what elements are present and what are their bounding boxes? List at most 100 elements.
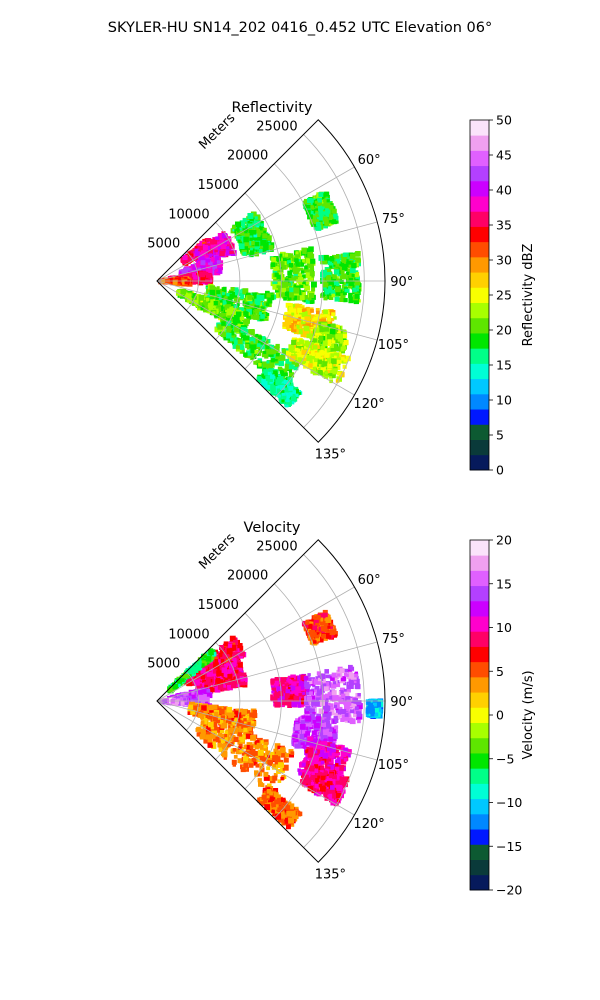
radar-gate [184, 281, 188, 285]
radar-gate [272, 270, 278, 275]
radar-gate [330, 353, 334, 357]
radar-gate [326, 315, 331, 320]
radar-gate [251, 343, 258, 350]
radar-gate [305, 307, 311, 313]
radar-gate [281, 399, 285, 403]
radar-gate [194, 256, 198, 260]
radar-gate [235, 320, 241, 325]
radar-gate [223, 684, 230, 691]
radar-gate [310, 258, 316, 264]
radar-gate [226, 301, 232, 307]
colorbar-segment [470, 302, 489, 319]
radar-gate [325, 275, 332, 281]
radar-gate [226, 662, 230, 666]
radar-gate [291, 312, 295, 316]
radar-gate [249, 250, 255, 255]
radar-gate [323, 223, 328, 229]
radar-gate [301, 349, 307, 355]
radar-gate [311, 323, 317, 329]
radar-gate [294, 276, 300, 282]
colorbar-segment [470, 363, 489, 380]
radar-gate [231, 642, 236, 647]
radar-gate [334, 296, 340, 302]
radar-gate [276, 377, 283, 383]
radar-gate [260, 239, 267, 246]
radar-gate [217, 262, 222, 268]
radar-gate [322, 199, 326, 203]
radar-gate [254, 245, 260, 250]
radar-gate [300, 331, 307, 337]
radar-gate [249, 237, 253, 241]
radar-gate [338, 343, 343, 347]
radar-gate [216, 654, 221, 659]
radar-gate [339, 279, 344, 284]
radar-gate [236, 302, 240, 306]
radar-gate [231, 680, 236, 685]
radar-gate [331, 333, 336, 338]
radar-gate [219, 240, 225, 246]
radar-gate [325, 330, 330, 336]
radar-gate [319, 336, 324, 341]
radar-gate [243, 311, 248, 316]
radar-gate [231, 682, 237, 689]
radar-gate [344, 282, 348, 287]
radar-gate [340, 263, 344, 267]
radar-gate [333, 269, 340, 275]
radar-gate [284, 291, 290, 297]
radar-gate [214, 686, 221, 693]
radar-gate [355, 276, 360, 282]
radar-gate [348, 298, 354, 304]
radar-gate [284, 387, 290, 393]
radar-gate [298, 262, 303, 267]
radar-gate [235, 679, 241, 685]
radar-gate [226, 312, 232, 318]
colorbar-segment [470, 120, 489, 136]
radar-gate [297, 357, 302, 362]
radar-gate [245, 343, 250, 349]
radar-gate [288, 369, 293, 373]
radar-gate [199, 271, 206, 278]
radar-gate [323, 258, 330, 265]
radar-gate [323, 286, 327, 290]
radar-gate [273, 266, 278, 271]
radar-gate [341, 258, 347, 264]
colorbar-tick-label: 15 [496, 358, 512, 373]
radar-gate [351, 274, 355, 278]
radar-gate [315, 225, 322, 231]
azimuth-tick-label: 60° [358, 153, 381, 168]
radar-gate [329, 328, 336, 335]
radar-panel-reflectivity: Reflectivity500010000150002000025000Mete… [147, 100, 536, 478]
radar-echo-region [230, 211, 275, 258]
radar-gate [302, 249, 307, 254]
radar-gate [322, 342, 327, 347]
radar-gate [316, 214, 322, 220]
radar-gate [314, 320, 320, 326]
radar-gate [276, 274, 281, 280]
radar-gate [276, 285, 280, 289]
radar-gate [276, 256, 282, 262]
radar-gate [305, 281, 310, 285]
radar-gate [247, 299, 253, 305]
radar-gate [282, 282, 287, 288]
radar-gate [319, 356, 324, 361]
radar-gate [244, 232, 250, 238]
radar-gate [354, 280, 360, 286]
radar-gate [261, 381, 268, 387]
radar-gate [221, 292, 226, 296]
radar-gate [210, 240, 214, 245]
radar-gate [291, 284, 297, 289]
radar-gate [320, 348, 327, 355]
radar-gate [331, 208, 337, 214]
radar-gate [288, 306, 294, 312]
radar-gate [324, 368, 329, 373]
radar-gate [300, 267, 304, 271]
radar-gate [246, 315, 251, 320]
radar-gate [253, 233, 258, 238]
radar-gate [239, 230, 245, 236]
radar-gate [298, 352, 304, 359]
radar-gate [338, 262, 343, 266]
radar-gate [238, 645, 244, 651]
colorbar-tick-label: 25 [496, 288, 512, 303]
radar-gate [214, 656, 218, 661]
radar-gate [270, 370, 274, 374]
